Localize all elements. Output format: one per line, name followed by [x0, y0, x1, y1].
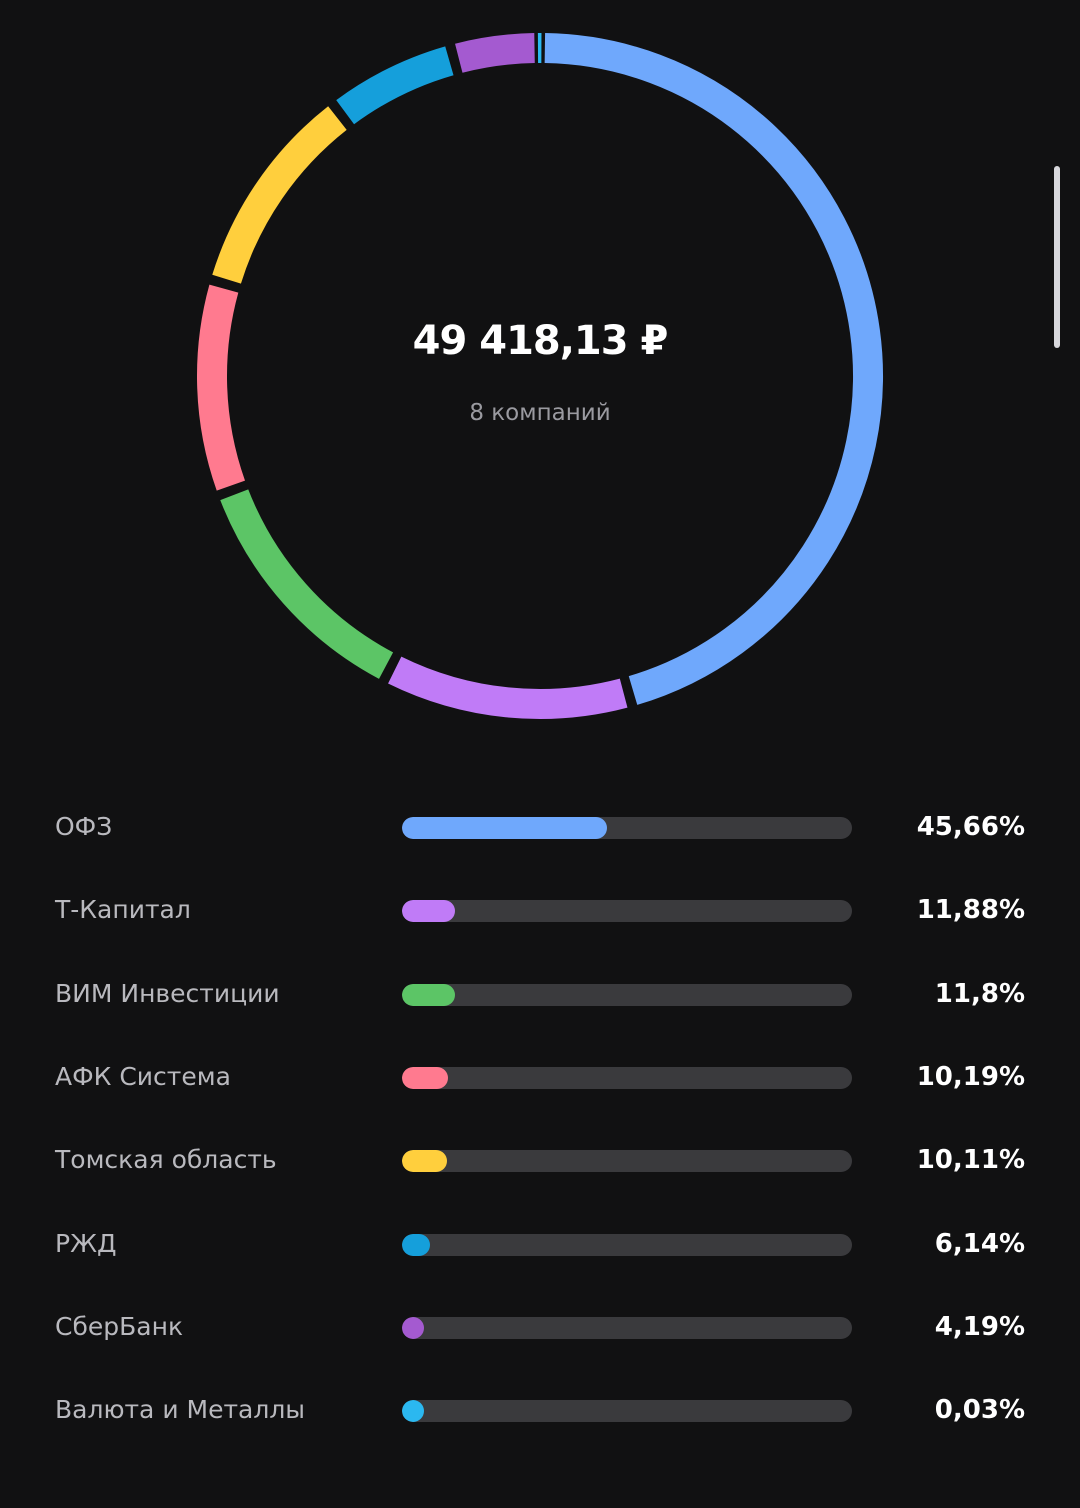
row-label: РЖД [55, 1229, 117, 1258]
allocation-donut-chart: 49 418,13 ₽ 8 компаний [197, 33, 883, 719]
scrollbar[interactable] [1054, 166, 1060, 348]
progress-fill [402, 1400, 424, 1422]
progress-fill [402, 817, 608, 839]
companies-count: 8 компаний [469, 400, 611, 426]
donut-segment-5[interactable] [212, 106, 347, 284]
row-label: Томская область [55, 1145, 277, 1174]
row-percentage: 10,19% [916, 1062, 1025, 1092]
portfolio-total: 49 418,13 ₽ [412, 318, 669, 364]
progress-fill [402, 1317, 424, 1339]
progress-fill [402, 900, 456, 922]
donut-segment-4[interactable] [197, 284, 246, 491]
progress-track [402, 984, 852, 1006]
allocation-row[interactable]: ВИМ Инвестиции 11,8% [0, 975, 1080, 1015]
allocation-row[interactable]: СберБанк 4,19% [0, 1308, 1080, 1348]
progress-track [402, 817, 852, 839]
allocation-row[interactable]: РЖД 6,14% [0, 1225, 1080, 1265]
row-percentage: 45,66% [916, 812, 1025, 842]
row-percentage: 11,88% [916, 895, 1025, 925]
row-percentage: 0,03% [934, 1395, 1025, 1425]
progress-track [402, 1234, 852, 1256]
progress-track [402, 1067, 852, 1089]
row-percentage: 6,14% [934, 1229, 1025, 1259]
progress-track [402, 1400, 852, 1422]
row-label: ВИМ Инвестиции [55, 979, 280, 1008]
donut-segment-2[interactable] [388, 656, 628, 719]
row-label: СберБанк [55, 1312, 184, 1341]
row-label: Т-Капитал [55, 895, 191, 924]
donut-segment-1[interactable] [544, 33, 883, 705]
progress-fill [402, 984, 456, 1006]
donut-segment-3[interactable] [220, 489, 394, 679]
row-label: Валюта и Металлы [55, 1395, 306, 1424]
allocation-row[interactable]: АФК Система 10,19% [0, 1058, 1080, 1098]
row-label: ОФЗ [55, 812, 113, 841]
donut-segment-7[interactable] [455, 33, 535, 73]
row-percentage: 10,11% [916, 1145, 1025, 1175]
progress-fill [402, 1234, 430, 1256]
progress-track [402, 1317, 852, 1339]
progress-fill [402, 1067, 448, 1089]
allocation-row[interactable]: Валюта и Металлы 0,03% [0, 1391, 1080, 1431]
row-percentage: 11,8% [934, 979, 1025, 1009]
progress-track [402, 1150, 852, 1172]
progress-fill [402, 1150, 448, 1172]
progress-track [402, 900, 852, 922]
allocation-row[interactable]: Томская область 10,11% [0, 1141, 1080, 1181]
row-percentage: 4,19% [934, 1312, 1025, 1342]
allocation-row[interactable]: Т-Капитал 11,88% [0, 891, 1080, 931]
row-label: АФК Система [55, 1062, 231, 1091]
donut-segment-6[interactable] [336, 46, 454, 125]
allocation-row[interactable]: ОФЗ 45,66% [0, 808, 1080, 848]
donut-svg [197, 33, 883, 719]
